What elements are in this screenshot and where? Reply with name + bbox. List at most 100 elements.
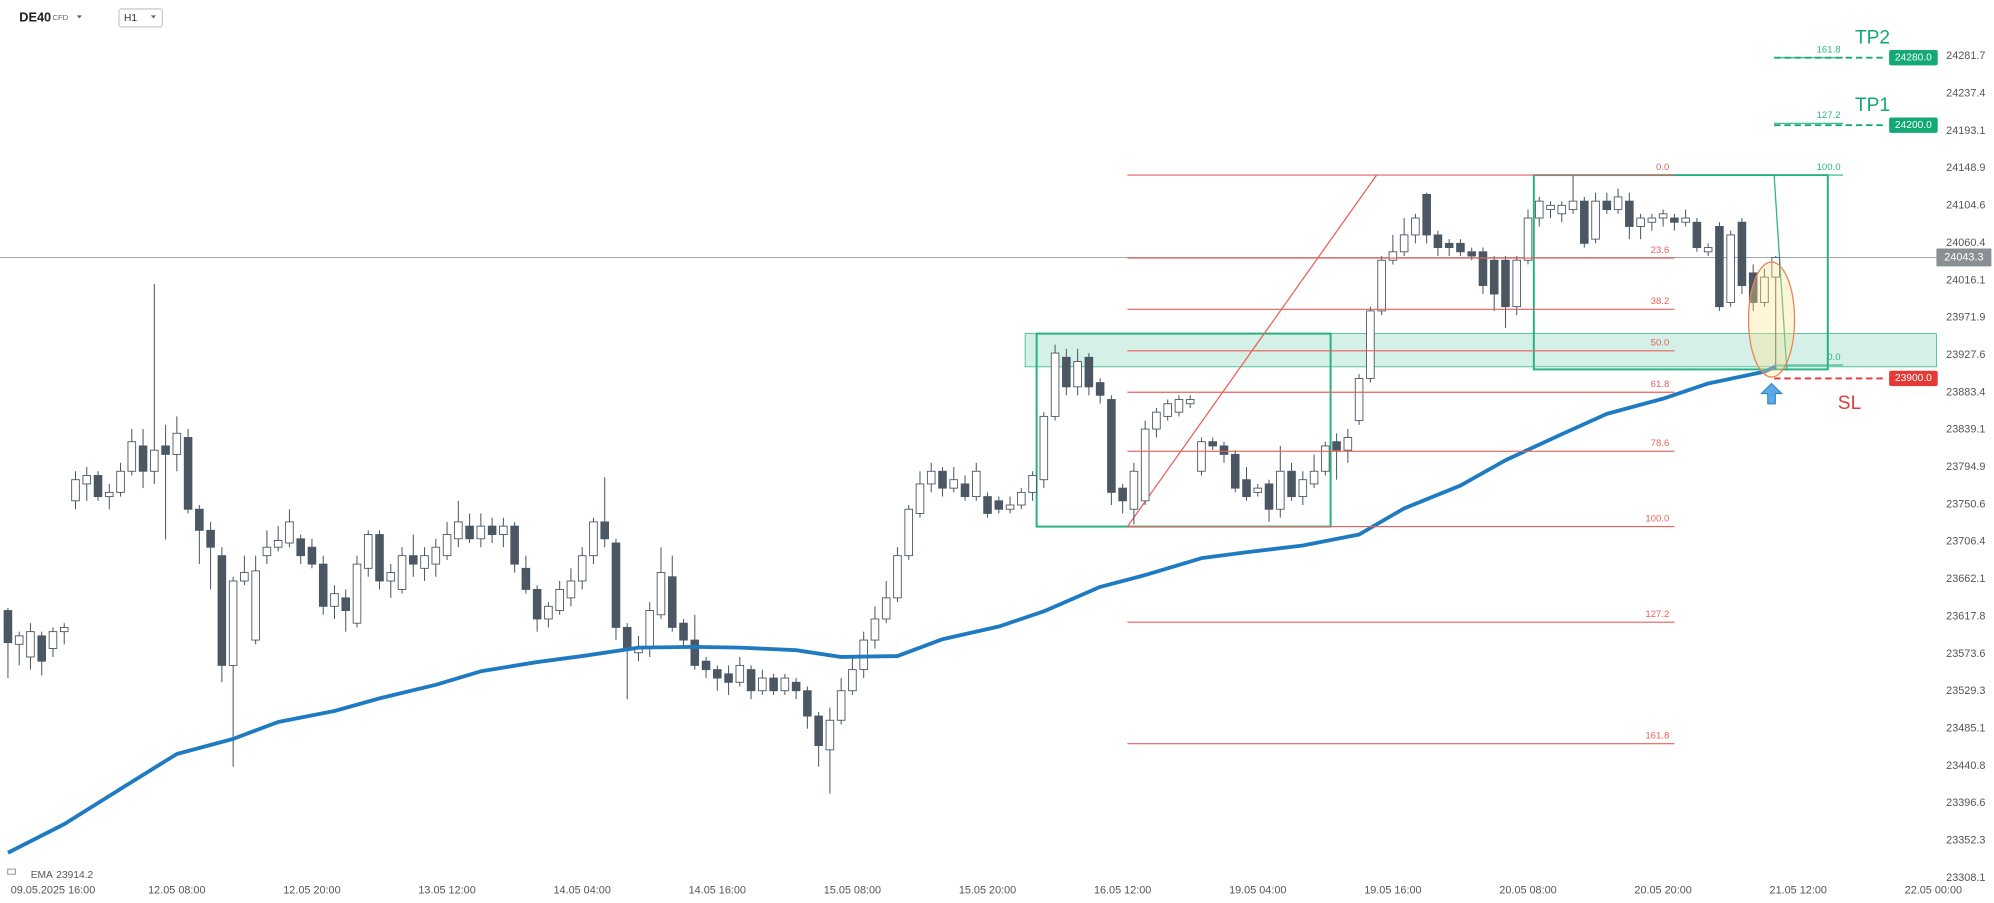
fib-label: 23.6 bbox=[1651, 245, 1670, 256]
y-tick-label: 23706.4 bbox=[1946, 536, 1985, 548]
candle-body bbox=[217, 555, 227, 666]
candle-body bbox=[701, 660, 711, 671]
highlight-ellipse bbox=[1747, 261, 1796, 378]
candle-body bbox=[1602, 200, 1612, 211]
candle-body bbox=[1557, 204, 1567, 215]
candle-body bbox=[1467, 251, 1476, 257]
candle-body bbox=[37, 635, 47, 662]
candle-body bbox=[499, 525, 508, 536]
x-tick-label: 21.05 12:00 bbox=[1770, 885, 1827, 897]
candle-body bbox=[1647, 217, 1657, 223]
candle-body bbox=[926, 470, 936, 485]
candle-body bbox=[1703, 247, 1713, 253]
candle-body bbox=[172, 432, 182, 455]
candle-body bbox=[622, 626, 632, 651]
target-name: TP2 bbox=[1855, 28, 1890, 49]
candle-body bbox=[555, 588, 564, 611]
candle-body bbox=[1760, 276, 1769, 303]
candle-body bbox=[1422, 193, 1431, 236]
candle-body bbox=[1298, 479, 1308, 498]
candle-body bbox=[566, 580, 576, 599]
candle-body bbox=[645, 610, 655, 649]
x-tick-label: 15.05 08:00 bbox=[824, 885, 881, 897]
candle-body bbox=[1073, 361, 1082, 388]
x-tick-label: 09.05.2025 16:00 bbox=[11, 885, 96, 897]
candle-body bbox=[1185, 399, 1195, 405]
candle-body bbox=[465, 525, 474, 540]
fib-label: 127.2 bbox=[1817, 110, 1841, 121]
candle-body bbox=[971, 470, 981, 498]
candle-body bbox=[1489, 259, 1499, 295]
fib-label: 161.8 bbox=[1645, 731, 1669, 742]
candle-body bbox=[994, 500, 1004, 510]
x-tick-label: 16.05 12:00 bbox=[1094, 885, 1151, 897]
x-tick-label: 12.05 08:00 bbox=[148, 885, 205, 897]
legend-name: EMA bbox=[31, 870, 53, 881]
candle-body bbox=[206, 529, 215, 548]
y-tick-label: 23927.6 bbox=[1946, 349, 1985, 361]
x-tick-label: 20.05 08:00 bbox=[1499, 885, 1556, 897]
candle-body bbox=[1095, 382, 1105, 396]
target-name: TP1 bbox=[1855, 95, 1890, 116]
symbol[interactable]: DE40 bbox=[19, 9, 51, 24]
candle-body bbox=[848, 669, 857, 692]
candle-body bbox=[656, 572, 666, 616]
y-tick-label: 24281.7 bbox=[1946, 50, 1985, 62]
support-zone bbox=[1024, 333, 1937, 368]
candle-body bbox=[285, 521, 294, 544]
candle-body bbox=[1625, 200, 1634, 227]
candle-body bbox=[1658, 213, 1668, 219]
candle-body bbox=[375, 534, 384, 582]
candle-body bbox=[1512, 259, 1522, 308]
candle-body bbox=[183, 437, 193, 510]
candle-body bbox=[1343, 437, 1353, 451]
candle-body bbox=[431, 546, 441, 565]
candle-body bbox=[1433, 234, 1443, 249]
candle-body bbox=[318, 563, 328, 607]
candle-body bbox=[1253, 487, 1263, 493]
candle-body bbox=[3, 610, 13, 644]
y-tick-label: 23662.1 bbox=[1946, 573, 1985, 585]
fib-label: 78.6 bbox=[1651, 438, 1670, 449]
candles bbox=[0, 175, 1937, 855]
x-tick-label: 19.05 16:00 bbox=[1364, 885, 1421, 897]
candle-body bbox=[1399, 234, 1409, 253]
fib-label: 100.0 bbox=[1645, 513, 1669, 524]
candle-body bbox=[1140, 428, 1150, 502]
candle-body bbox=[161, 445, 170, 455]
candle-body bbox=[1771, 257, 1780, 278]
candle-body bbox=[1309, 470, 1319, 485]
candle-body bbox=[1287, 470, 1296, 498]
candle-body bbox=[532, 588, 542, 620]
candle-body bbox=[679, 622, 688, 641]
candle-body bbox=[1005, 504, 1015, 510]
arrow-up bbox=[1760, 382, 1784, 405]
candle-body bbox=[195, 508, 204, 531]
y-tick-label: 23839.1 bbox=[1946, 424, 1985, 436]
target-tag: 23900.0 bbox=[1895, 373, 1932, 384]
candle-body bbox=[1546, 204, 1555, 211]
timeframe-select[interactable] bbox=[118, 8, 164, 28]
dropdown-caret[interactable] bbox=[76, 15, 82, 19]
candle-body bbox=[1411, 217, 1420, 236]
candle-body bbox=[138, 445, 148, 472]
symbol-tag: CFD bbox=[52, 13, 68, 22]
y-tick-label: 23750.6 bbox=[1946, 498, 1985, 510]
candle-body bbox=[510, 525, 519, 565]
target-tag-bg bbox=[1889, 370, 1938, 387]
candle-body bbox=[150, 449, 159, 472]
candle-body bbox=[814, 715, 823, 747]
candle-body bbox=[127, 441, 137, 472]
fib-label: 38.2 bbox=[1651, 296, 1670, 307]
target-tag-bg bbox=[1889, 49, 1938, 66]
candle-body bbox=[1197, 441, 1206, 472]
candle-body bbox=[1039, 415, 1049, 481]
y-tick-label: 23883.4 bbox=[1946, 386, 1985, 398]
candle-body bbox=[589, 521, 598, 557]
target-name: SL bbox=[1838, 393, 1862, 414]
candle-body bbox=[363, 534, 373, 569]
candle-body bbox=[1501, 259, 1510, 308]
candle-body bbox=[1568, 200, 1578, 211]
